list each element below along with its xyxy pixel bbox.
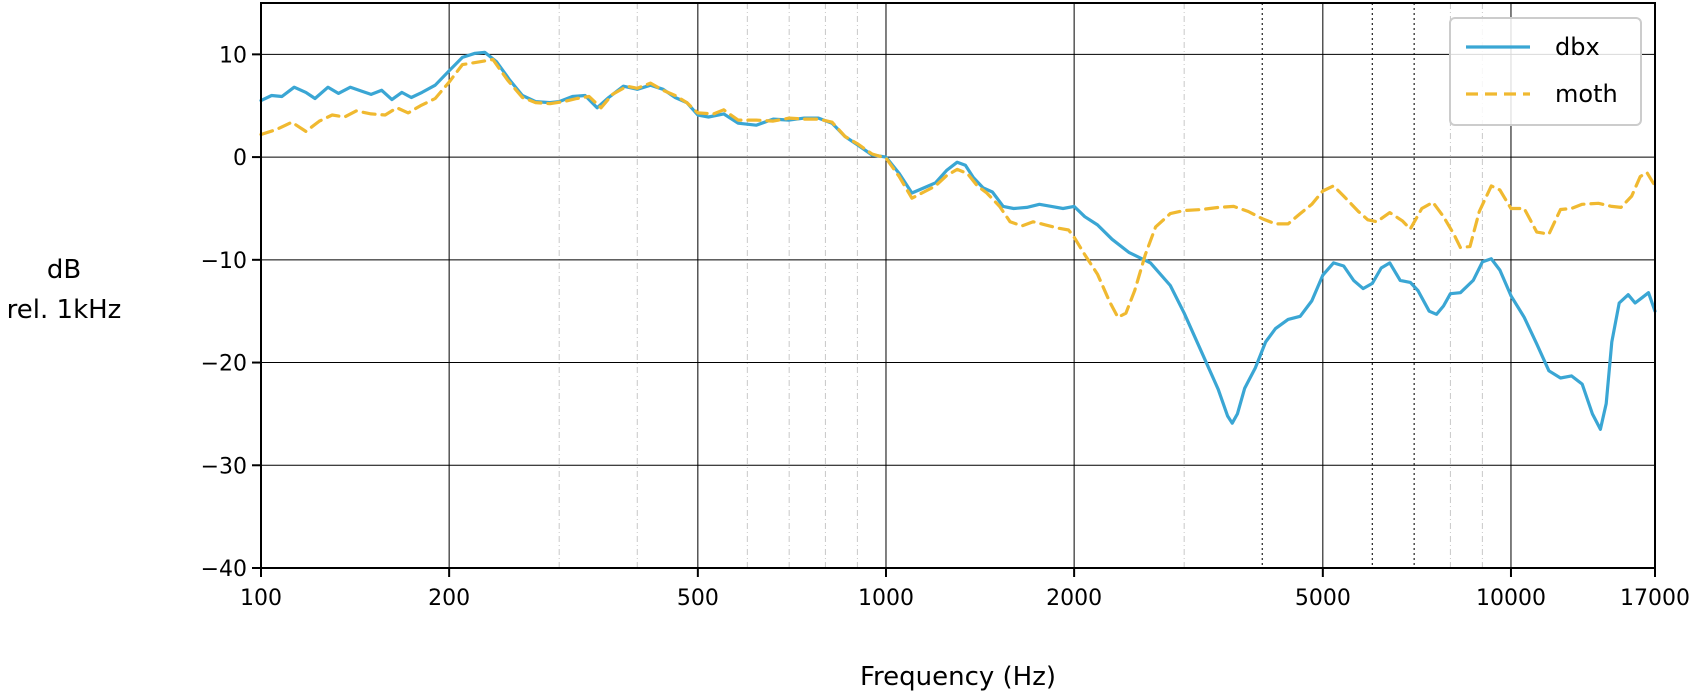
- y-tick-label--20: −20: [201, 352, 247, 377]
- x-tick-label-10000: 10000: [1476, 586, 1546, 611]
- plot-frame: [260, 2, 1656, 569]
- y-tick-label--10: −10: [201, 249, 247, 274]
- x-tick-label-1000: 1000: [858, 586, 914, 611]
- y-tick-labels: 10 0 −10 −20 −30 −40: [201, 43, 247, 582]
- x-tick-label-5000: 5000: [1295, 586, 1351, 611]
- series-line-dbx: [259, 50, 1657, 431]
- series-lines: [259, 50, 1657, 431]
- y-axis-label-line-1: dB: [47, 255, 81, 285]
- y-tick-label--30: −30: [201, 454, 247, 479]
- axis-ticks: [252, 53, 1656, 577]
- x-tick-label-2000: 2000: [1046, 586, 1102, 611]
- y-axis-label-line-2: rel. 1kHz: [7, 295, 122, 325]
- x-tick-label-17000: 17000: [1620, 586, 1690, 611]
- x-tick-label-200: 200: [428, 586, 470, 611]
- series-line-moth: [259, 57, 1657, 319]
- x-tick-label-500: 500: [677, 586, 719, 611]
- major-gridlines: [261, 3, 1655, 568]
- minor-gridlines: [558, 3, 1483, 568]
- legend-label-dbx: dbx: [1555, 33, 1600, 61]
- y-tick-label-0: 0: [233, 146, 247, 171]
- x-tick-label-100: 100: [240, 586, 282, 611]
- x-axis-label: Frequency (Hz): [860, 662, 1056, 692]
- x-tick-labels: 100 200 500 1000 2000 5000 10000 17000: [240, 586, 1690, 611]
- legend-label-moth: moth: [1555, 80, 1618, 108]
- y-tick-label-10: 10: [219, 43, 247, 68]
- y-tick-label--40: −40: [201, 557, 247, 582]
- legend: dbx moth: [1449, 17, 1642, 126]
- legend-box: [1449, 17, 1642, 126]
